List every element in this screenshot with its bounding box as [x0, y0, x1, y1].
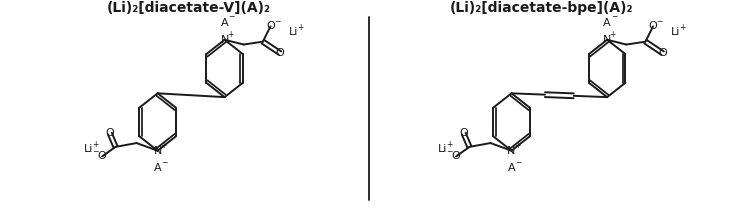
Text: +: + — [160, 141, 167, 150]
Text: O: O — [266, 21, 275, 31]
Text: O: O — [459, 129, 468, 138]
Text: −: − — [274, 17, 280, 26]
Text: +: + — [297, 23, 303, 32]
Text: (Li)₂[diacetate-V](A)₂: (Li)₂[diacetate-V](A)₂ — [107, 1, 271, 15]
Text: −: − — [161, 158, 168, 167]
Text: A: A — [604, 18, 611, 28]
Text: O: O — [452, 151, 461, 161]
Text: A: A — [221, 18, 228, 28]
Text: +: + — [92, 139, 99, 148]
Text: −: − — [228, 12, 235, 21]
Text: Li: Li — [289, 27, 298, 37]
Text: −: − — [610, 12, 617, 21]
Text: Li: Li — [84, 144, 94, 154]
Text: Li: Li — [438, 144, 447, 154]
Text: Li: Li — [672, 27, 680, 37]
Text: −: − — [92, 147, 99, 156]
Text: −: − — [657, 17, 663, 26]
Text: N: N — [154, 146, 162, 156]
Text: N: N — [507, 146, 516, 156]
Text: A: A — [154, 163, 162, 173]
Text: −: − — [446, 147, 452, 156]
Text: −: − — [515, 158, 521, 167]
Text: A: A — [508, 163, 515, 173]
Text: (Li)₂[diacetate-bpe](A)₂: (Li)₂[diacetate-bpe](A)₂ — [450, 1, 634, 15]
Text: O: O — [106, 129, 114, 138]
Text: +: + — [446, 139, 452, 148]
Text: +: + — [680, 23, 686, 32]
Text: O: O — [658, 48, 667, 58]
Text: +: + — [610, 30, 616, 39]
Text: N: N — [603, 35, 611, 45]
Text: O: O — [649, 21, 658, 31]
Text: O: O — [276, 48, 284, 58]
Text: N: N — [221, 35, 229, 45]
Text: +: + — [227, 30, 233, 39]
Text: O: O — [97, 151, 106, 161]
Text: +: + — [514, 141, 520, 150]
